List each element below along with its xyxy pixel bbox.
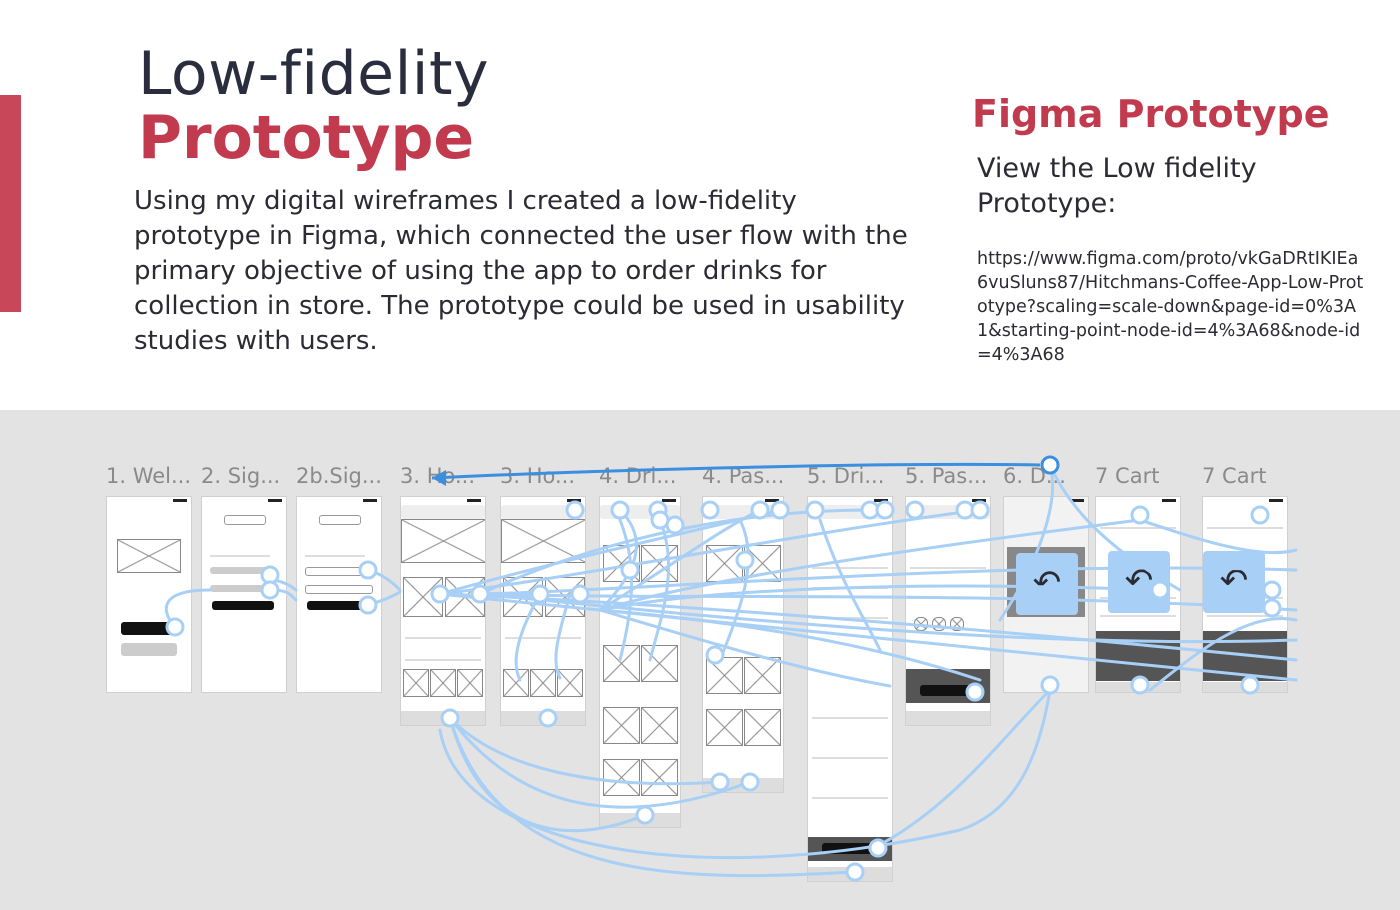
page-title-bold: Prototype: [138, 103, 475, 173]
prototype-canvas[interactable]: 1. Wel... 2. Sig... 2b.Sig... 3. Ho... 3…: [0, 410, 1400, 910]
frame-label[interactable]: 2. Sig...: [201, 464, 281, 488]
accent-bar: [0, 95, 21, 312]
page-title-light: Low-fidelity: [138, 39, 489, 109]
figma-title: Figma Prototype: [972, 92, 1330, 136]
description-text: Using my digital wireframes I created a …: [134, 186, 908, 356]
figma-subtitle: View the Low fidelity Prototype:: [977, 153, 1257, 219]
frame-label[interactable]: 7 Cart: [1202, 464, 1267, 488]
frame-label[interactable]: 5. Pas...: [905, 464, 988, 488]
frame-sign-in-filled[interactable]: [296, 496, 382, 693]
frame-label[interactable]: 1. Wel...: [106, 464, 192, 488]
figma-link[interactable]: https://www.figma.com/proto/vkGaDRtIKIEa…: [977, 249, 1364, 365]
prototype-flow-connections[interactable]: [0, 410, 1400, 910]
back-arrow-icon[interactable]: ↶: [1016, 553, 1078, 615]
frame-label[interactable]: 7 Cart: [1095, 464, 1160, 488]
frame-label[interactable]: 5. Dri...: [807, 464, 885, 488]
frame-welcome[interactable]: [106, 496, 192, 693]
back-arrow-icon[interactable]: ↶: [1203, 551, 1265, 613]
frame-label[interactable]: 2b.Sig...: [296, 464, 382, 488]
